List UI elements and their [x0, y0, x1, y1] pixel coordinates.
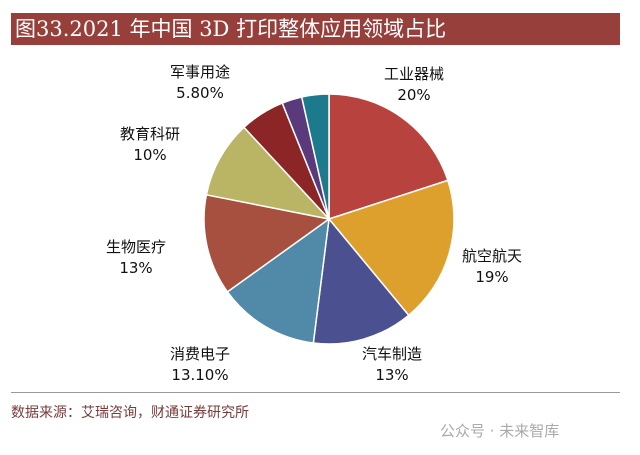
- watermark: 公众号 · 未来智库: [440, 422, 560, 440]
- pie-slice-3: [226, 217, 330, 344]
- chart-title: 图33.2021 年中国 3D 打印整体应用领域占比: [11, 13, 620, 45]
- label-1: 航空航天 19%: [462, 247, 523, 286]
- label-2: 汽车制造 13%: [362, 345, 423, 384]
- pie-slice-5: [205, 126, 332, 221]
- pie-slice-2: [312, 217, 410, 345]
- label-3: 消费电子 13.10%: [170, 345, 231, 384]
- pie-slice-0: [328, 93, 449, 221]
- label-0: 工业器械 20%: [384, 65, 445, 104]
- divider: [11, 392, 620, 393]
- label-4: 生物医疗 13%: [106, 238, 167, 277]
- label-6: 军事用途 5.80%: [170, 63, 231, 102]
- pie-slice-1: [327, 179, 455, 317]
- source-note: 数据来源：艾瑞咨询，财通证券研究所: [11, 405, 249, 421]
- label-5: 教育科研 10%: [120, 125, 181, 164]
- pie-slice-4: [203, 193, 331, 293]
- pie-slice-8: [300, 93, 330, 220]
